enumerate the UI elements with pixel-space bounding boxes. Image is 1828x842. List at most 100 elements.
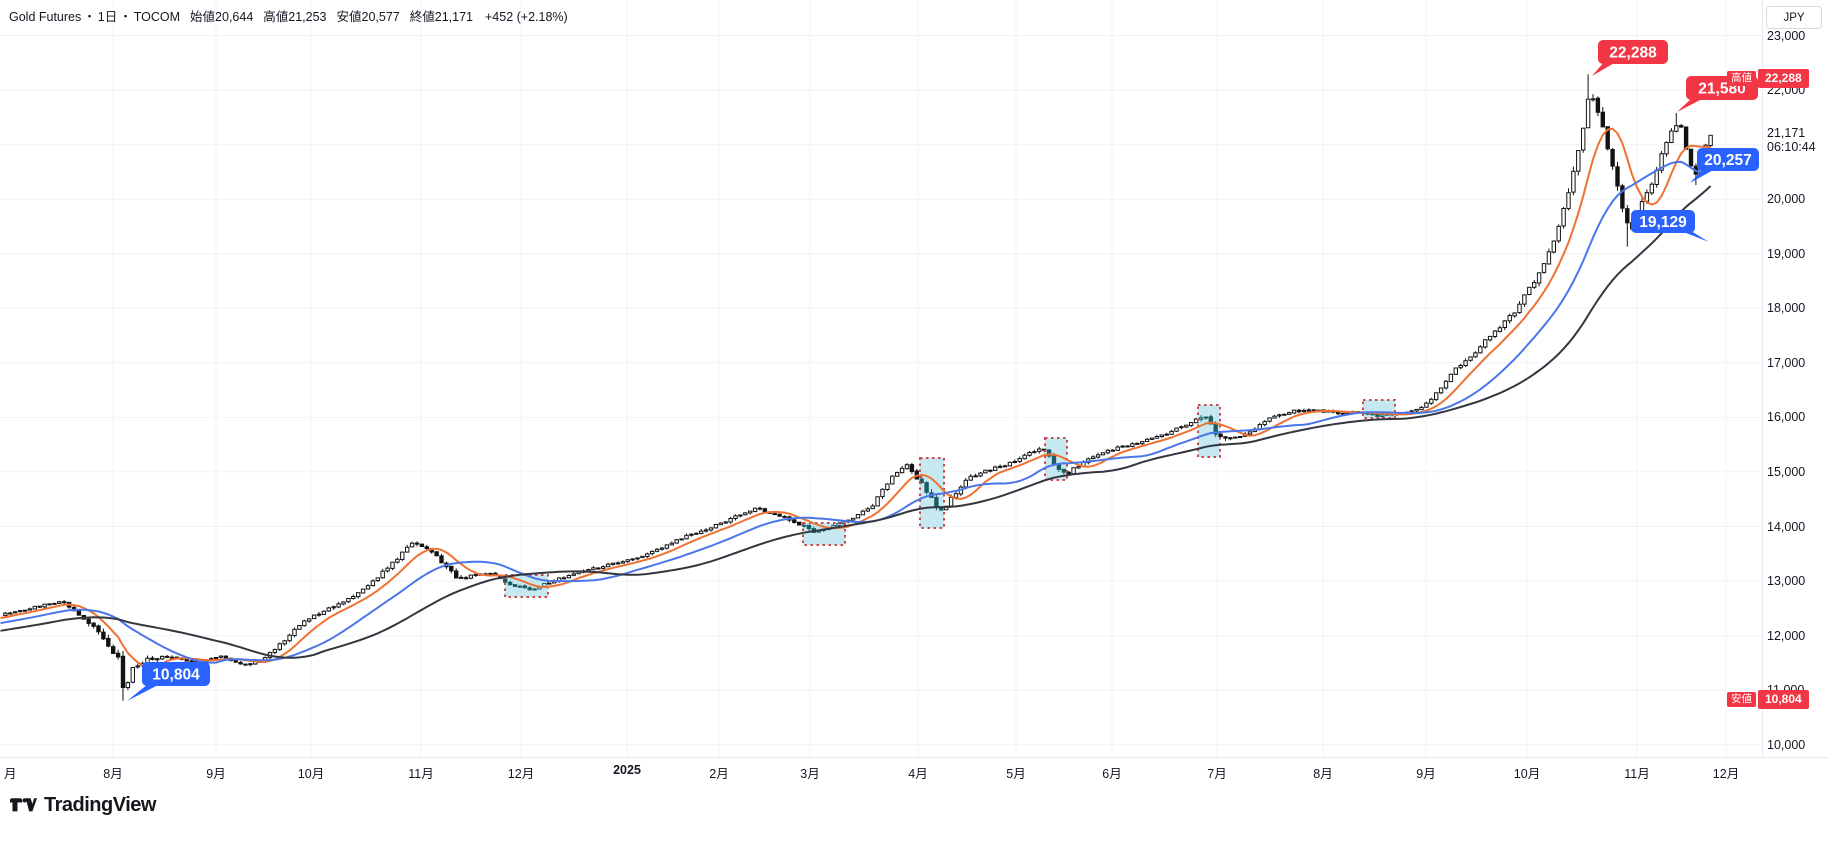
candle-body bbox=[1522, 294, 1527, 305]
currency-button[interactable]: JPY bbox=[1766, 6, 1822, 29]
candle-body bbox=[591, 567, 596, 571]
candle-body bbox=[1590, 98, 1596, 101]
axis-vertical-separator bbox=[1762, 0, 1763, 757]
candle-body bbox=[1110, 449, 1115, 452]
candle-body bbox=[125, 682, 131, 689]
bar-countdown: 06:10:44 bbox=[1767, 140, 1816, 154]
candle-body bbox=[164, 655, 170, 658]
candle-body bbox=[1051, 455, 1057, 465]
callout-box[interactable] bbox=[1697, 148, 1759, 171]
month-label: 4月 bbox=[908, 767, 928, 781]
candle-body bbox=[1424, 402, 1429, 408]
callout-box[interactable] bbox=[142, 662, 210, 686]
price-tick-label: 18,000 bbox=[1767, 301, 1806, 316]
candle-body bbox=[899, 467, 905, 474]
callout-box[interactable] bbox=[1598, 40, 1668, 64]
symbol-ohlc-row[interactable]: Gold Futures ・ 1日・ TOCOM 始値20,644 高値21,253 安値2… bbox=[9, 6, 570, 25]
candle-body bbox=[870, 505, 875, 510]
candle-body bbox=[1448, 373, 1454, 383]
candle-body bbox=[1125, 445, 1130, 448]
candle-body bbox=[507, 581, 513, 586]
candle-body bbox=[1527, 286, 1532, 295]
candle-body bbox=[978, 472, 983, 477]
candle-body bbox=[885, 483, 890, 490]
candle-body bbox=[1223, 436, 1228, 439]
interval-label[interactable]: 1日 bbox=[97, 10, 118, 24]
candle-body bbox=[1247, 431, 1253, 435]
change-value: +452 (+2.18%) bbox=[484, 10, 568, 24]
candle-body bbox=[341, 601, 346, 605]
candle-body bbox=[91, 622, 96, 627]
candle-body bbox=[1571, 170, 1576, 193]
candle-body bbox=[1027, 452, 1032, 456]
candle-body bbox=[1473, 352, 1478, 358]
month-label: 8月 bbox=[1313, 767, 1333, 781]
high-badge: 高値 bbox=[1727, 71, 1756, 86]
candle-body bbox=[1296, 409, 1302, 413]
candle-body bbox=[439, 555, 444, 564]
price-tick-label: 19,000 bbox=[1767, 246, 1806, 261]
exchange-label: TOCOM bbox=[133, 10, 181, 24]
candle-body bbox=[1434, 392, 1439, 401]
candle-body bbox=[414, 542, 420, 545]
candle-body bbox=[850, 517, 856, 521]
separator: ・ bbox=[83, 10, 96, 24]
candle-body bbox=[669, 542, 674, 546]
month-label: 2025 bbox=[613, 763, 641, 777]
candle-body bbox=[674, 539, 679, 544]
candle-body bbox=[615, 562, 621, 565]
candle-body bbox=[772, 513, 777, 516]
price-axis[interactable]: JPY 21,171 06:10:44 23,000 22,000 20,000 19… bbox=[1762, 0, 1828, 757]
candle-body bbox=[1546, 251, 1552, 265]
candle-body bbox=[1561, 208, 1566, 227]
candle-body bbox=[390, 561, 395, 569]
candle-body bbox=[1154, 436, 1160, 439]
candle-body bbox=[238, 661, 243, 665]
candle-body bbox=[792, 519, 797, 524]
candle-body bbox=[1007, 461, 1013, 467]
candle-body bbox=[449, 565, 454, 572]
candle-body bbox=[120, 655, 126, 688]
candle-body bbox=[135, 665, 140, 668]
month-label: 10月 bbox=[1513, 767, 1541, 781]
callout-tail bbox=[127, 684, 160, 701]
candle-body bbox=[748, 510, 753, 514]
candle-body bbox=[527, 587, 532, 591]
candle-body bbox=[919, 478, 924, 483]
time-axis[interactable]: 月 8月 9月 10月 11月 12月 2025 2月 3月 4月 5月 6月 7月 8月 9月 10月 11月… bbox=[0, 758, 1762, 786]
candle-body bbox=[718, 522, 723, 526]
price-tick-label: 16,000 bbox=[1767, 410, 1806, 425]
candle-body bbox=[233, 659, 238, 663]
candle-body bbox=[1291, 409, 1297, 414]
candle-body bbox=[473, 573, 479, 576]
candle-body bbox=[1438, 387, 1444, 394]
candle-body bbox=[503, 578, 508, 583]
tradingview-logo[interactable]: TradingView bbox=[10, 793, 156, 817]
symbol-name[interactable]: Gold Futures bbox=[9, 10, 82, 24]
highlight-zone[interactable] bbox=[1198, 405, 1220, 457]
candle-body bbox=[115, 652, 121, 658]
candle-body bbox=[458, 576, 464, 579]
highlight-zone-border bbox=[919, 457, 945, 529]
candle-body bbox=[1218, 433, 1223, 438]
callout-tail bbox=[1592, 62, 1616, 76]
callout-box[interactable] bbox=[1631, 210, 1695, 233]
candle-body bbox=[1483, 339, 1488, 348]
candle-body bbox=[640, 555, 645, 559]
candle-body bbox=[326, 607, 332, 612]
candle-body bbox=[601, 566, 606, 569]
month-label: 3月 bbox=[800, 767, 820, 781]
candle-body bbox=[532, 588, 537, 591]
candle-body bbox=[218, 655, 224, 658]
candle-body bbox=[1429, 398, 1434, 404]
candle-body bbox=[1203, 416, 1209, 419]
candle-body bbox=[865, 508, 870, 512]
candle-body bbox=[169, 656, 175, 659]
candle-body bbox=[1679, 125, 1684, 128]
candle-body bbox=[419, 543, 425, 547]
candle-body bbox=[777, 513, 782, 517]
candle-body bbox=[57, 601, 62, 604]
candle-body bbox=[1541, 263, 1547, 273]
candle-body bbox=[409, 542, 415, 548]
